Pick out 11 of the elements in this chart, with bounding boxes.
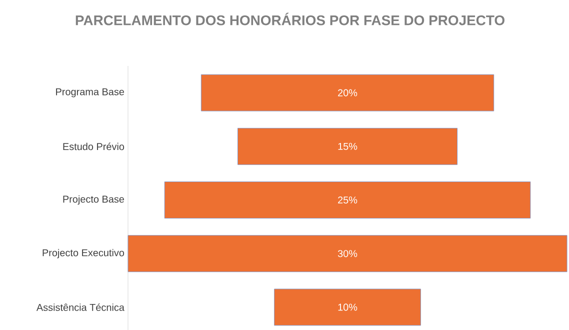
category-label: Projecto Executivo xyxy=(42,248,124,258)
text: PARCELAMENTO DOS HONORÁRIOS POR FASE DO PROJECTO xyxy=(76,12,504,26)
category-label: Estudo Prévio xyxy=(63,142,124,150)
data-label: 25% xyxy=(338,196,358,204)
data-label: 20% xyxy=(338,89,358,96)
category-label: Projecto Base xyxy=(63,195,124,205)
category-label: Programa Base xyxy=(56,88,124,98)
data-label: 15% xyxy=(338,142,358,150)
category-label: Assistência Técnica xyxy=(36,303,124,311)
data-label: 10% xyxy=(338,304,358,311)
data-label: 30% xyxy=(338,250,358,258)
